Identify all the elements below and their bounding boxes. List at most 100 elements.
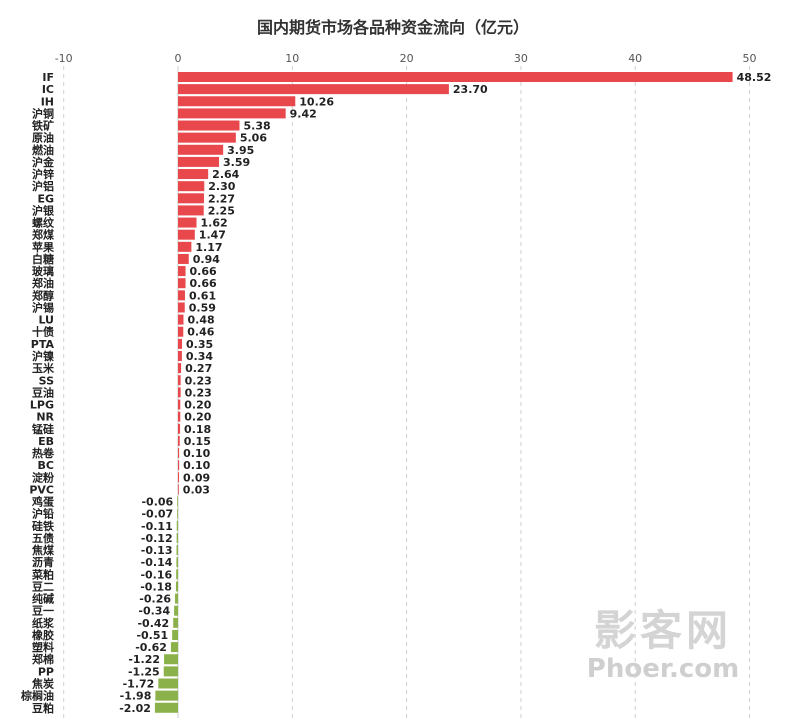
category-label: PP: [38, 665, 54, 678]
category-label: 豆一: [32, 605, 54, 618]
value-label: 2.27: [208, 192, 235, 205]
bar: [175, 581, 178, 592]
bar: [178, 120, 240, 131]
category-label: 菜粕: [31, 567, 54, 581]
category-label: 玻璃: [32, 264, 54, 278]
value-label: 9.42: [290, 107, 317, 120]
value-label: 0.66: [190, 277, 217, 290]
value-label: 0.59: [189, 301, 216, 314]
bar: [178, 278, 186, 289]
category-label: 苹果: [32, 240, 54, 254]
value-label: -0.34: [138, 605, 170, 618]
bar: [158, 678, 178, 689]
bar: [178, 387, 181, 398]
bar: [175, 593, 178, 604]
value-label: 0.61: [189, 289, 216, 302]
bar: [155, 690, 178, 701]
value-label: -0.12: [141, 532, 173, 545]
category-label: 塑料: [32, 640, 54, 654]
x-tick-label: 10: [285, 52, 299, 65]
category-label: 沥青: [32, 555, 54, 569]
category-label: 焦炭: [31, 677, 54, 691]
value-label: 0.15: [184, 435, 211, 448]
value-label: -0.51: [136, 629, 168, 642]
bar: [178, 156, 220, 167]
x-tick-label: -10: [55, 52, 73, 65]
category-label: 沪镍: [32, 349, 54, 363]
value-label: 5.38: [243, 120, 270, 133]
bar: [178, 132, 236, 143]
category-label: 沪铅: [32, 507, 54, 521]
value-label: -0.11: [141, 520, 173, 533]
category-label: 郑醇: [32, 288, 54, 302]
category-label: PVC: [29, 483, 54, 496]
category-label: 原油: [32, 131, 54, 145]
x-tick-label: 30: [514, 52, 528, 65]
category-label: EG: [37, 192, 54, 205]
value-label: 2.64: [212, 168, 239, 181]
category-label: 燃油: [31, 143, 54, 157]
bar: [176, 532, 178, 543]
value-label: 2.25: [208, 204, 235, 217]
value-label: 5.06: [240, 132, 267, 145]
category-label: 鸡蛋: [31, 495, 55, 509]
bar: [178, 302, 185, 313]
value-label: 0.03: [183, 483, 210, 496]
value-label: 0.20: [184, 399, 211, 412]
value-label: -1.22: [128, 653, 160, 666]
bar: [178, 84, 449, 95]
x-tick-label: 40: [628, 52, 642, 65]
bar: [178, 363, 182, 374]
category-label: SS: [39, 374, 54, 387]
bar: [178, 229, 195, 240]
bar: [178, 108, 286, 119]
category-label: IH: [41, 95, 54, 108]
category-label: 沪锡: [32, 300, 54, 314]
category-label: 郑油: [32, 276, 54, 290]
bar: [178, 96, 296, 107]
category-label: 棕榈油: [20, 689, 54, 703]
category-label: 五债: [32, 531, 54, 545]
value-label: -0.26: [139, 593, 171, 606]
value-label: 1.62: [201, 217, 228, 230]
value-label: 0.27: [185, 362, 212, 375]
bar: [178, 205, 204, 216]
bar: [176, 557, 178, 568]
value-label: 0.94: [193, 253, 220, 266]
category-label: 螺纹: [32, 216, 55, 230]
value-label: 0.46: [187, 326, 214, 339]
category-label: 纸浆: [32, 616, 55, 630]
value-label: -0.14: [141, 556, 173, 569]
value-label: -2.02: [119, 702, 151, 715]
bar: [178, 241, 192, 252]
value-label: -1.98: [120, 690, 152, 703]
bar: [164, 654, 178, 665]
bar: [178, 326, 184, 337]
value-label: -0.42: [137, 617, 169, 630]
value-label: 0.18: [184, 423, 211, 436]
bar: [177, 508, 178, 519]
category-label: 郑煤: [32, 228, 55, 242]
category-label: 沪银: [32, 203, 55, 217]
bar: [178, 399, 181, 410]
value-label: 3.95: [227, 144, 254, 157]
bar: [178, 181, 205, 192]
bar: [178, 72, 733, 82]
value-label: 48.52: [737, 71, 772, 84]
category-label: 豆油: [32, 385, 54, 399]
category-label: IF: [42, 71, 54, 84]
bar: [178, 411, 181, 422]
bar: [178, 314, 184, 325]
value-label: 0.48: [187, 314, 214, 327]
bar: [178, 169, 209, 180]
bar: [176, 569, 178, 580]
x-tick-label: 20: [400, 52, 414, 65]
value-label: -1.25: [128, 665, 160, 678]
category-label: PTA: [31, 338, 55, 351]
value-label: 0.10: [183, 459, 210, 472]
category-label: BC: [38, 459, 54, 472]
bar: [176, 520, 178, 531]
value-label: 2.30: [208, 180, 235, 193]
bar: [154, 702, 178, 713]
category-label: 玉米: [32, 361, 55, 375]
